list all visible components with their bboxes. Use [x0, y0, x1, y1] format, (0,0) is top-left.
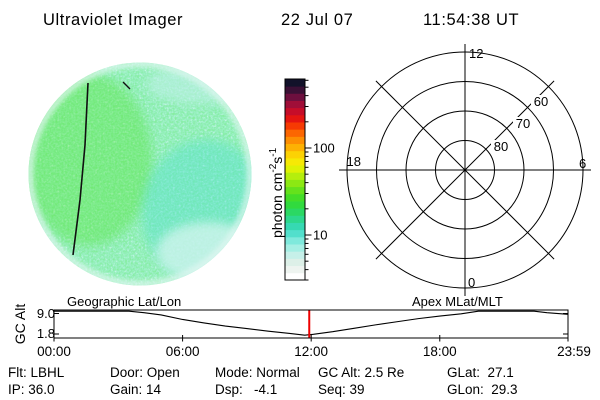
header-date: 22 Jul 07: [281, 11, 353, 29]
status-glat: GLat: 27.1: [447, 365, 514, 380]
polar-ring-label-70: 70: [516, 116, 530, 131]
disk-caption: Geographic Lat/Lon: [67, 294, 181, 309]
terminator-track-line: [72, 82, 89, 256]
orbit-xtick-label: 12:00: [294, 344, 328, 359]
altitude-curve: [54, 310, 568, 336]
header-time: 11:54:38 UT: [423, 11, 519, 29]
orbit-ylabel: GC Alt: [12, 304, 28, 345]
orbit-xtick-label: 06:00: [166, 344, 200, 359]
status-gain: Gain: 14: [110, 382, 162, 397]
colorbar-tick-10: 10: [313, 228, 327, 243]
status-mode: Mode: Normal: [215, 365, 300, 380]
mlat-mlt-polar-grid: 80 70 60 12 6 0 18: [339, 44, 591, 296]
orbit-xtick-label: 18:00: [423, 344, 457, 359]
colorbar-tick-100: 100: [313, 141, 335, 156]
earth-disk-image: [28, 62, 252, 286]
orbit-altitude-plot: 9.0 1.8 GC Alt 00:00 06:00 12:00 18:00 23:59: [12, 304, 591, 359]
status-glon: GLon: 29.3: [447, 382, 518, 397]
orbit-xtick-label: 23:59: [557, 344, 591, 359]
status-flt: Flt: LBHL: [8, 365, 65, 380]
page-title: Ultraviolet Imager: [43, 11, 183, 29]
status-ip: IP: 36.0: [8, 382, 55, 397]
ytick-9: 9.0: [37, 306, 55, 321]
colorbar-unit-label: photon cm-2s-1: [268, 147, 285, 238]
orbit-xtick-label: 00:00: [37, 344, 71, 359]
polar-ring-label-80: 80: [494, 139, 508, 154]
ytick-1.8: 1.8: [37, 326, 55, 341]
polar-mlt-6: 6: [579, 156, 586, 171]
status-dsp: Dsp: -4.1: [215, 382, 278, 397]
status-gcalt: GC Alt: 2.5 Re: [318, 365, 405, 380]
polar-mlt-18: 18: [347, 154, 361, 169]
disk-tick-mark: [122, 81, 131, 90]
polar-mlt-0: 0: [468, 275, 475, 290]
intensity-colorbar: 100 10 photon cm-2s-1: [268, 78, 335, 281]
polar-ring-label-60: 60: [534, 94, 548, 109]
ring-label-bg: [513, 117, 533, 130]
polar-caption: Apex MLat/MLT: [412, 294, 503, 309]
polar-mlt-12: 12: [469, 46, 483, 61]
status-seq: Seq: 39: [318, 382, 365, 397]
ring-label-bg: [531, 95, 551, 108]
ring-label-bg: [491, 140, 511, 153]
status-door: Door: Open: [110, 365, 180, 380]
